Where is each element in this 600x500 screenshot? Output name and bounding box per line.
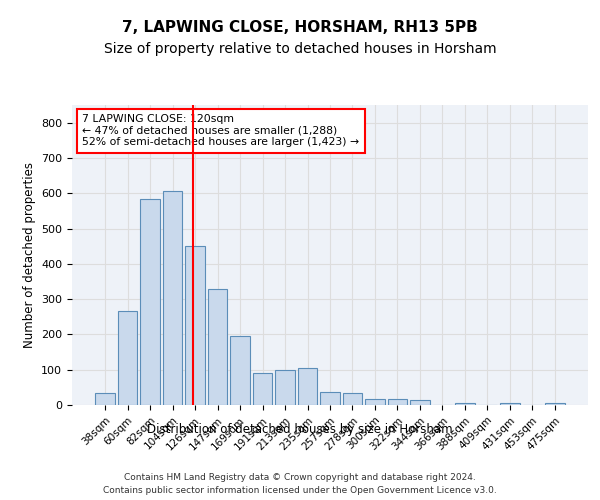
Text: 7, LAPWING CLOSE, HORSHAM, RH13 5PB: 7, LAPWING CLOSE, HORSHAM, RH13 5PB: [122, 20, 478, 35]
Text: Distribution of detached houses by size in Horsham: Distribution of detached houses by size …: [147, 422, 453, 436]
Text: Size of property relative to detached houses in Horsham: Size of property relative to detached ho…: [104, 42, 496, 56]
Bar: [298, 368, 317, 405]
Y-axis label: Number of detached properties: Number of detached properties: [23, 162, 35, 348]
Bar: [545, 402, 565, 405]
Bar: [365, 398, 385, 405]
Bar: [118, 312, 137, 405]
Bar: [163, 192, 182, 405]
Bar: [388, 398, 407, 405]
Bar: [455, 402, 475, 405]
Bar: [208, 288, 227, 405]
Bar: [410, 400, 430, 405]
Bar: [140, 198, 160, 405]
Bar: [230, 336, 250, 405]
Text: 7 LAPWING CLOSE: 120sqm
← 47% of detached houses are smaller (1,288)
52% of semi: 7 LAPWING CLOSE: 120sqm ← 47% of detache…: [82, 114, 359, 147]
Text: Contains HM Land Registry data © Crown copyright and database right 2024.
Contai: Contains HM Land Registry data © Crown c…: [103, 473, 497, 495]
Bar: [185, 246, 205, 405]
Bar: [253, 373, 272, 405]
Bar: [275, 370, 295, 405]
Bar: [343, 394, 362, 405]
Bar: [500, 402, 520, 405]
Bar: [320, 392, 340, 405]
Bar: [95, 392, 115, 405]
